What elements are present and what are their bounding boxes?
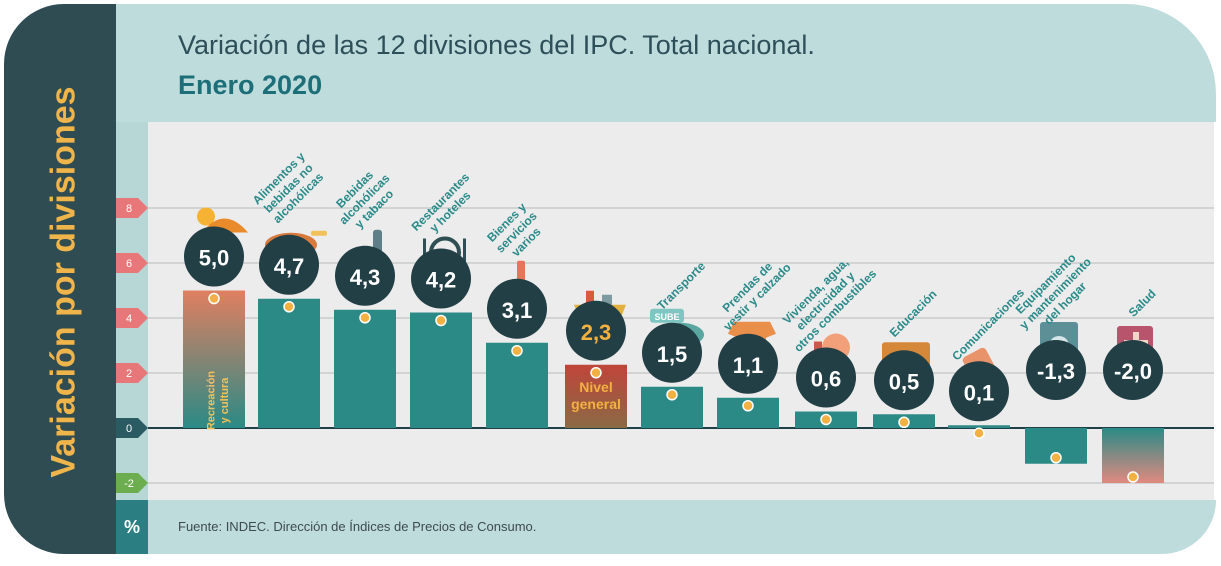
- y-tick-label: 6: [126, 258, 132, 270]
- value-dot: [1127, 471, 1139, 483]
- category-label: Salud: [1126, 287, 1159, 320]
- side-panel: Variación por divisiones: [4, 4, 116, 554]
- y-tick-marker: [116, 198, 148, 218]
- leg-shape: [311, 230, 327, 236]
- value-dot: [511, 345, 523, 357]
- value-dot: [359, 312, 371, 324]
- value-bubble: [184, 226, 244, 287]
- value-bubble: [1026, 340, 1086, 400]
- data-label: 3,1: [502, 298, 533, 323]
- category-label-line: Comunicaciones: [949, 285, 1027, 363]
- value-bubble: [1103, 340, 1163, 400]
- source-note: Fuente: INDEC. Dirección de Índices de P…: [178, 519, 537, 534]
- category-label: Restaurantesy hoteles: [409, 170, 483, 244]
- y-tick-label: 0: [126, 423, 132, 435]
- value-dot: [590, 367, 602, 379]
- category-label-line: Transporte: [654, 259, 708, 313]
- value-bubble: [949, 361, 1009, 422]
- value-dot: [742, 400, 754, 412]
- value-dot: [208, 292, 220, 305]
- category-label: Bienes yserviciosvarios: [483, 199, 549, 265]
- category-label-line: Educación: [887, 287, 940, 340]
- value-dot: [435, 314, 447, 327]
- chart-subtitle: Enero 2020: [178, 70, 323, 100]
- category-label: Bebidasalcohólicasy tabaco: [327, 161, 403, 237]
- data-label: 0,1: [964, 380, 995, 405]
- product-shape: [586, 290, 594, 305]
- value-dot: [820, 413, 832, 426]
- knife-shape: [463, 238, 466, 269]
- category-label-line: Salud: [1126, 287, 1159, 320]
- data-label: 0,5: [889, 369, 920, 394]
- value-bubble: [874, 350, 934, 411]
- value-dot: [283, 301, 295, 313]
- y-tick-marker: [116, 363, 148, 383]
- category-label: Nivel: [579, 379, 612, 395]
- data-label: 4,7: [274, 254, 305, 279]
- value-bubble: [642, 322, 702, 383]
- y-tick-label: 4: [126, 313, 132, 325]
- product-shape: [602, 294, 612, 305]
- category-label-line: Recreación: [206, 371, 218, 431]
- data-label: 5,0: [199, 246, 230, 271]
- footer-band: [148, 500, 1216, 554]
- data-label: -1,3: [1037, 359, 1075, 384]
- data-label: -2,0: [1114, 359, 1152, 384]
- sube-text: SUBE: [654, 312, 679, 322]
- data-label: 2,3: [581, 320, 612, 345]
- data-label: 1,1: [733, 353, 764, 378]
- value-dot: [1050, 452, 1062, 464]
- category-label: Recreacióny cultura: [206, 371, 231, 431]
- y-tick-marker: [116, 418, 148, 438]
- value-bubble: [796, 347, 856, 408]
- y-tick-label: 8: [126, 203, 132, 215]
- bar: [183, 290, 245, 428]
- value-bubble: [566, 300, 626, 361]
- bar: [410, 312, 472, 428]
- data-label: 1,5: [657, 342, 688, 367]
- category-label: Transporte: [654, 259, 708, 313]
- bar: [948, 425, 1010, 428]
- category-label: Comunicaciones: [949, 285, 1027, 363]
- percent-unit-box: %: [116, 500, 148, 554]
- bar: [486, 342, 548, 428]
- bar: [334, 309, 396, 428]
- card-shape: [650, 308, 684, 323]
- category-label: Alimentos ybebidas noalcohólicas: [250, 149, 328, 227]
- value-dot: [898, 416, 910, 428]
- value-bubble: [487, 278, 547, 339]
- chart-title: Variación de las 12 divisiones del IPC. …: [178, 30, 815, 60]
- bar: [258, 298, 320, 428]
- data-label: 4,3: [350, 265, 381, 290]
- y-tick-marker: [116, 308, 148, 328]
- value-bubble: [335, 245, 395, 306]
- y-tick-marker: [116, 473, 148, 493]
- category-label: general: [571, 396, 621, 412]
- y-tick-label: 2: [126, 368, 132, 380]
- header-band: [116, 4, 1216, 122]
- category-label: Educación: [887, 287, 940, 340]
- category-label-line: y cultura: [219, 377, 231, 424]
- value-bubble: [718, 333, 778, 394]
- y-tick-label: -2: [124, 478, 134, 490]
- value-dot: [666, 389, 678, 401]
- value-bubble: [259, 234, 319, 295]
- sun-shape: [197, 207, 215, 226]
- y-tick-marker: [116, 253, 148, 273]
- data-label: 4,2: [426, 268, 457, 293]
- value-bubble: [411, 248, 471, 309]
- value-dot: [973, 427, 985, 439]
- data-label: 0,6: [811, 367, 842, 392]
